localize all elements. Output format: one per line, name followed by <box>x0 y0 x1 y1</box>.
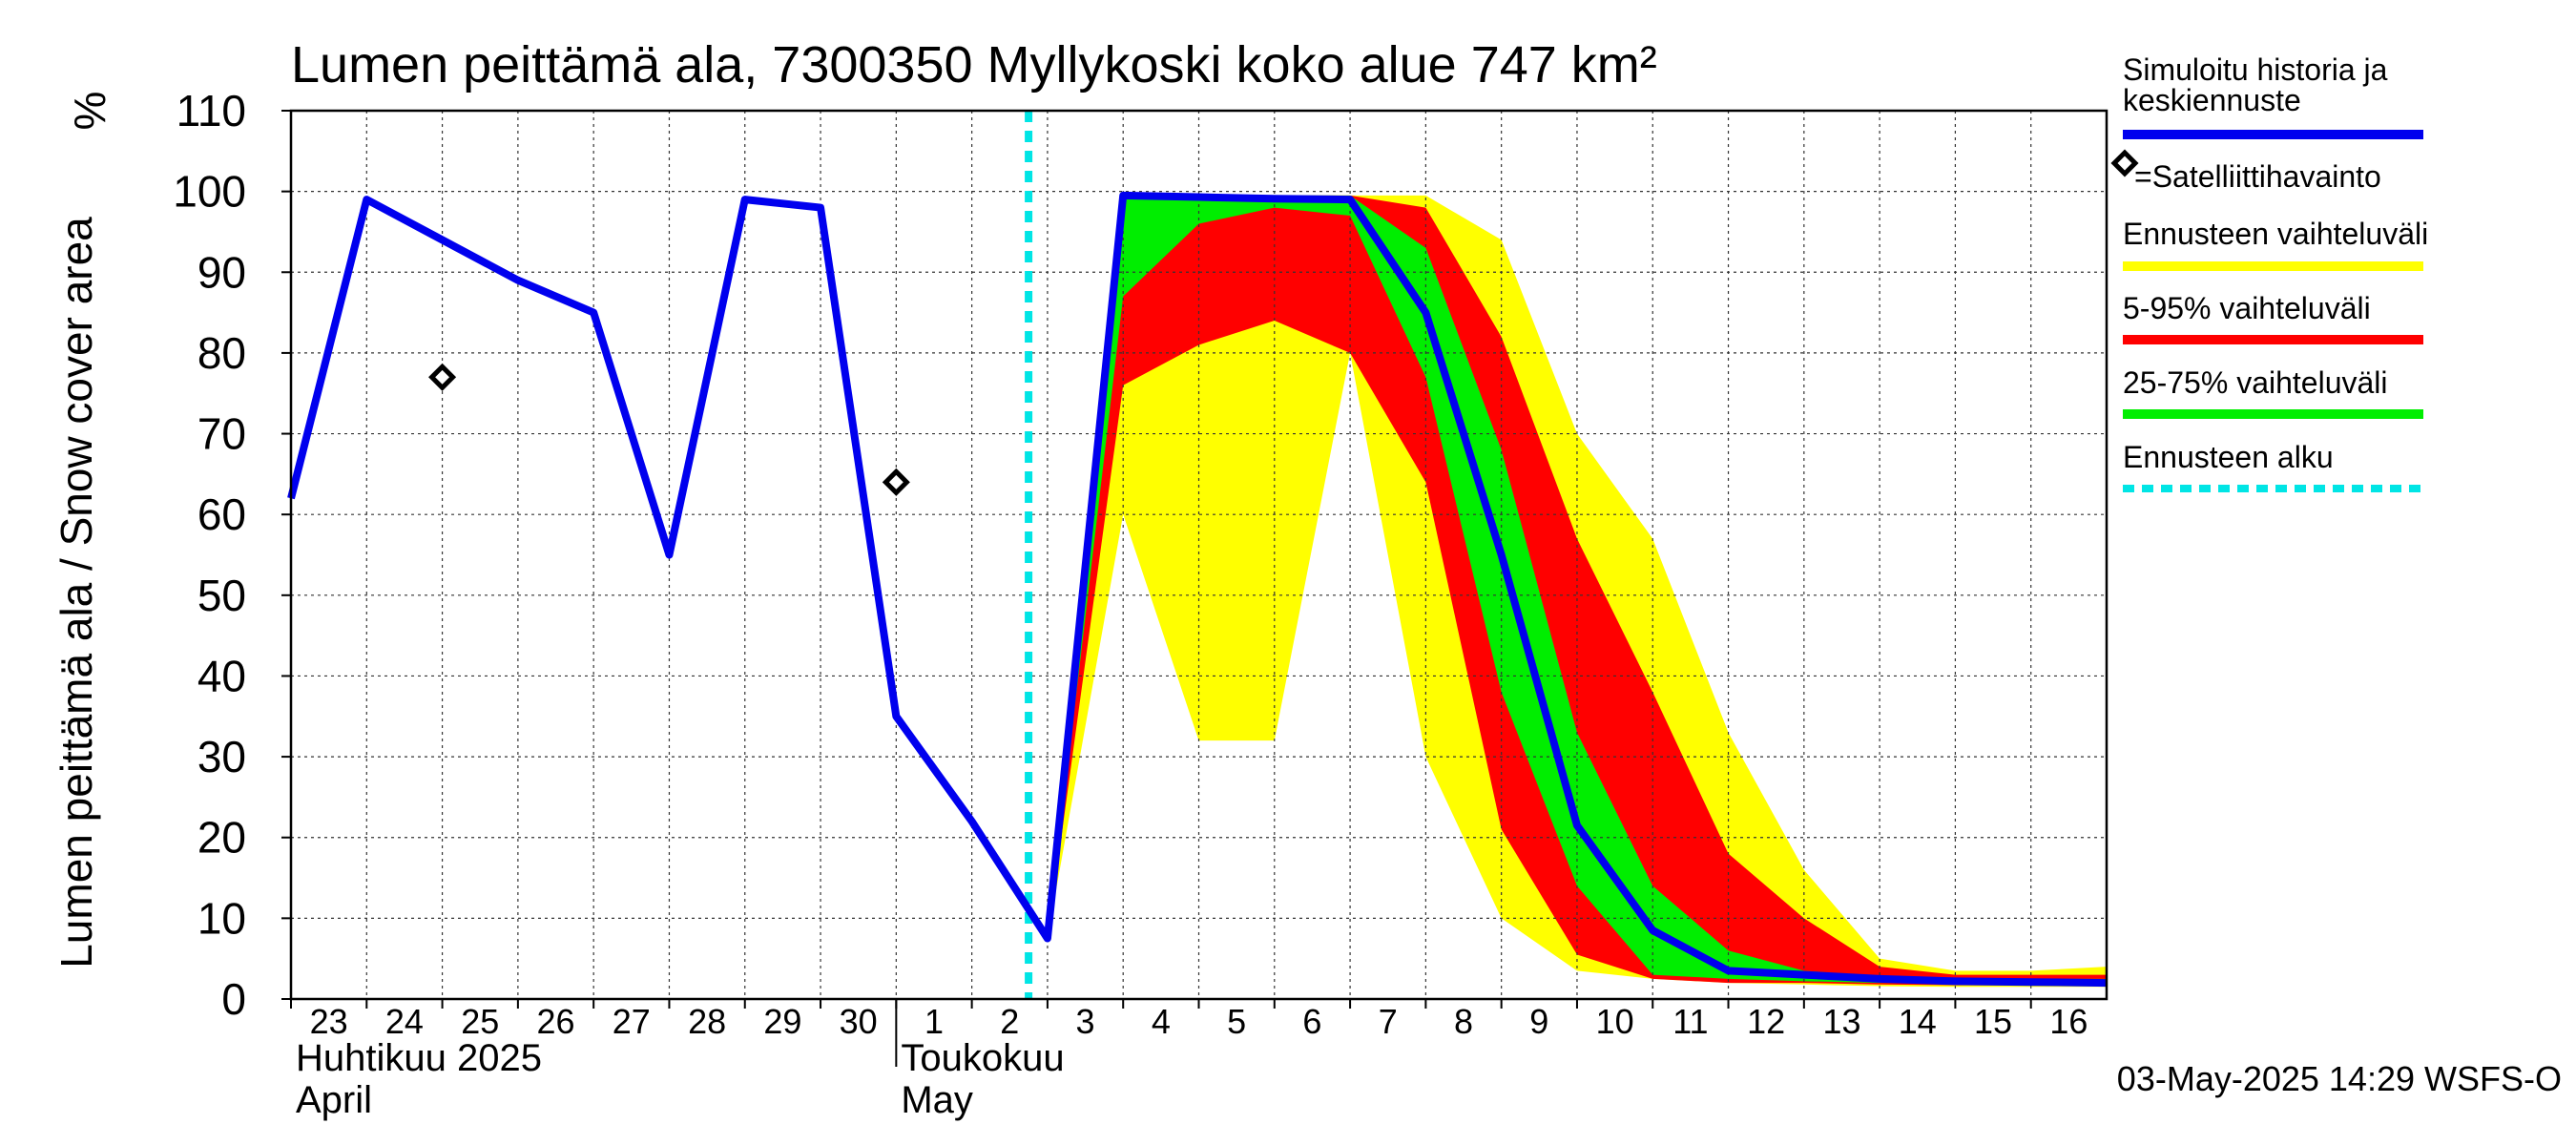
legend-ennusteen-vaihteluv-li-label-0: Ennusteen vaihteluväli <box>2123 217 2428 251</box>
satellite-point-0 <box>428 363 457 391</box>
x-tick-label-2025-05-16: 16 <box>2049 1002 2088 1041</box>
y-axis-unit: % <box>65 92 114 131</box>
x-tick-label-2025-05-02: 2 <box>1000 1002 1019 1041</box>
y-tick-label-110: 110 <box>177 86 246 135</box>
footer-timestamp: 03-May-2025 14:29 WSFS-O <box>2117 1059 2562 1098</box>
x-tick-label-2025-05-13: 13 <box>1822 1002 1860 1041</box>
x-axis: 23 24 25 26 27 28 29 30 1 2 3 4 5 6 7 8 9 10 11 12 13 14 15 16H… <box>290 999 2088 1121</box>
x-tick-label-2025-04-23: 23 <box>310 1002 348 1041</box>
grid-lines <box>291 111 2107 999</box>
legend-satelliittihavainto-label: =Satelliittihavainto <box>2134 159 2381 194</box>
x-tick-label-2025-05-05: 5 <box>1227 1002 1246 1041</box>
x-tick-label-2025-05-15: 15 <box>1974 1002 2012 1041</box>
y-tick-label-30: 30 <box>197 732 246 781</box>
month-label-0: Huhtikuu 2025 <box>296 1037 542 1079</box>
x-tick-label-2025-05-06: 6 <box>1302 1002 1321 1041</box>
band-5-95-vaihteluv-li <box>1047 195 2107 986</box>
x-tick-label-2025-05-09: 9 <box>1529 1002 1548 1041</box>
y-tick-label-80: 80 <box>197 328 246 378</box>
legend-satelliittihavainto-symbol <box>2110 149 2139 177</box>
x-tick-label-2025-05-03: 3 <box>1076 1002 1095 1041</box>
y-tick-label-10: 10 <box>197 893 246 943</box>
x-tick-label-2025-05-10: 10 <box>1596 1002 1634 1041</box>
series-line-simuloitu-historia-ja-keskiennuste <box>287 191 2108 988</box>
month-label-1: Toukokuu <box>901 1037 1064 1079</box>
x-tick-label-2025-05-04: 4 <box>1152 1002 1171 1041</box>
y-tick-label-70: 70 <box>197 409 246 459</box>
x-tick-label-2025-04-30: 30 <box>840 1002 878 1041</box>
legend-simuloitu-historia-ja-label-1: keskiennuste <box>2123 83 2301 117</box>
satellite-observations <box>428 363 910 496</box>
x-tick-label-2025-05-12: 12 <box>1747 1002 1785 1041</box>
x-tick-label-2025-05-01: 1 <box>924 1002 944 1041</box>
satellite-point-1 <box>882 468 910 496</box>
month-label-en-1: May <box>901 1079 973 1121</box>
x-tick-label-2025-04-24: 24 <box>385 1002 424 1041</box>
y-tick-label-0: 0 <box>221 974 246 1024</box>
x-tick-label-2025-04-25: 25 <box>461 1002 499 1041</box>
y-tick-label-20: 20 <box>197 813 246 863</box>
mean-series <box>287 191 2108 988</box>
x-tick-label-2025-04-27: 27 <box>613 1002 651 1041</box>
x-tick-label-2025-04-26: 26 <box>536 1002 574 1041</box>
x-tick-label-2025-04-29: 29 <box>763 1002 801 1041</box>
y-axis: 0 10 20 30 40 50 60 70 80 90 100 110 <box>173 86 291 1024</box>
legend-simuloitu-historia-ja-label-0: Simuloitu historia ja <box>2123 52 2388 87</box>
month-label-en-0: April <box>296 1079 372 1121</box>
chart-title: Lumen peittämä ala, 7300350 Myllykoski k… <box>291 36 1657 94</box>
legend-25-75-vaihteluv-li-label-0: 25-75% vaihteluväli <box>2123 365 2388 400</box>
y-tick-label-60: 60 <box>197 489 246 539</box>
x-tick-label-2025-05-08: 8 <box>1454 1002 1473 1041</box>
y-axis-label: Lumen peittämä ala / Snow cover area <box>52 217 101 968</box>
x-tick-label-2025-05-11: 11 <box>1672 1002 1708 1041</box>
y-tick-label-40: 40 <box>197 651 246 700</box>
legend-ennusteen-alku-label-0: Ennusteen alku <box>2123 440 2334 474</box>
x-tick-label-2025-04-28: 28 <box>688 1002 726 1041</box>
legend-5-95-vaihteluv-li-label-0: 5-95% vaihteluväli <box>2123 291 2371 325</box>
y-tick-label-90: 90 <box>197 247 246 297</box>
y-tick-label-100: 100 <box>173 167 246 217</box>
x-tick-label-2025-05-14: 14 <box>1899 1002 1937 1041</box>
x-tick-label-2025-05-07: 7 <box>1379 1002 1398 1041</box>
y-tick-label-50: 50 <box>197 571 246 620</box>
